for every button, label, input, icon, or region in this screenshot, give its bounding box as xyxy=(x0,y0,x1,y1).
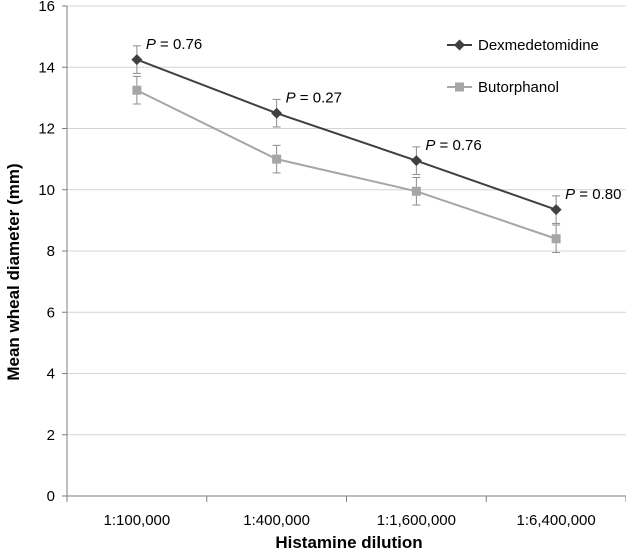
p-value: = 0.80 xyxy=(575,186,621,203)
y-tick-label: 2 xyxy=(47,427,55,444)
p-value-label: P = 0.27 xyxy=(286,89,342,106)
data-point xyxy=(411,186,421,196)
legend-swatch-marker xyxy=(455,82,464,92)
x-axis-title: Histamine dilution xyxy=(275,533,422,552)
legend-label: Butorphanol xyxy=(478,79,559,96)
x-tick-labels: 1:100,000 1:400,000 1:1,600,000 1:6,400,000 xyxy=(104,512,596,529)
data-point xyxy=(272,154,282,164)
x-tick-label: 1:100,000 xyxy=(104,512,171,529)
gridlines xyxy=(67,5,626,436)
series-dexmedetomidine xyxy=(131,45,562,224)
data-point xyxy=(410,155,422,167)
legend-swatch-marker xyxy=(454,39,465,51)
data-point xyxy=(551,234,561,244)
y-tick-label: 4 xyxy=(47,366,55,383)
p-symbol: P xyxy=(146,36,156,53)
p-value: = 0.76 xyxy=(156,36,202,53)
p-value: = 0.27 xyxy=(296,89,342,106)
p-value-label: P = 0.76 xyxy=(425,137,481,154)
data-point xyxy=(131,54,143,66)
y-tick-labels: 0 2 4 6 8 10 12 14 16 xyxy=(38,0,55,505)
data-point xyxy=(271,107,283,119)
p-value-label: P = 0.76 xyxy=(146,36,202,53)
y-tick-label: 0 xyxy=(47,488,55,505)
series-layer xyxy=(131,45,562,254)
axes xyxy=(62,5,626,502)
legend: Dexmedetomidine Butorphanol xyxy=(447,37,599,96)
y-tick-label: 6 xyxy=(47,304,55,321)
x-tick-label: 1:6,400,000 xyxy=(517,512,596,529)
y-tick-label: 14 xyxy=(38,59,55,76)
series-line xyxy=(136,89,557,240)
data-point xyxy=(550,204,562,216)
x-tick-label: 1:400,000 xyxy=(243,512,310,529)
y-axis-title: Mean wheal diameter (mm) xyxy=(4,163,23,380)
p-value-label: P = 0.80 xyxy=(565,186,621,203)
x-tick-label: 1:1,600,000 xyxy=(377,512,456,529)
p-symbol: P xyxy=(286,89,296,106)
y-tick-label: 10 xyxy=(38,182,55,199)
p-symbol: P xyxy=(425,137,435,154)
p-symbol: P xyxy=(565,186,575,203)
y-tick-label: 8 xyxy=(47,243,55,260)
y-tick-label: 12 xyxy=(38,121,55,138)
data-point xyxy=(132,85,142,95)
y-tick-label: 16 xyxy=(38,0,55,15)
legend-label: Dexmedetomidine xyxy=(478,37,599,54)
p-value-annotations: P = 0.76P = 0.27P = 0.76P = 0.80 xyxy=(146,36,622,203)
series-line xyxy=(136,58,557,211)
p-value: = 0.76 xyxy=(435,137,481,154)
series-butorphanol xyxy=(132,75,561,254)
